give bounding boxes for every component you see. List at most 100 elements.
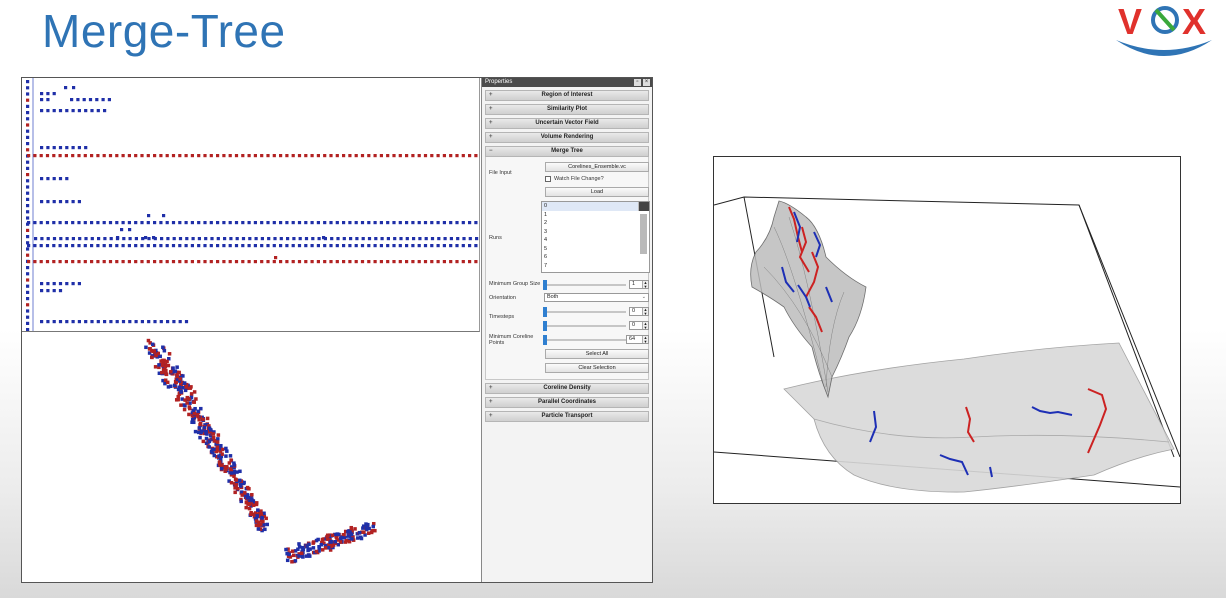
tree-node[interactable] <box>141 237 145 241</box>
scatter-point[interactable] <box>285 558 290 563</box>
scatter-point[interactable] <box>191 408 195 413</box>
scatter-point[interactable] <box>191 416 196 420</box>
tree-node[interactable] <box>128 237 132 241</box>
scatter-point[interactable] <box>326 533 330 538</box>
scatter-point[interactable] <box>202 425 207 430</box>
scatter-point[interactable] <box>293 549 298 553</box>
tree-node[interactable] <box>26 222 30 226</box>
tree-node[interactable] <box>46 237 50 241</box>
scatter-point[interactable] <box>188 406 192 411</box>
scatter-point[interactable] <box>371 524 375 529</box>
spin-arrows-icon[interactable]: ▲ ▼ <box>642 307 648 316</box>
scatter-point[interactable] <box>239 499 243 504</box>
tree-node[interactable] <box>71 244 75 248</box>
scatter-point[interactable] <box>369 530 374 535</box>
scroll-down-icon[interactable] <box>639 202 649 211</box>
scatter-point[interactable] <box>348 530 352 534</box>
tree-node[interactable] <box>455 221 459 225</box>
tree-node[interactable] <box>197 154 201 158</box>
tree-node[interactable] <box>26 92 30 96</box>
tree-node[interactable] <box>329 154 333 158</box>
scatter-point[interactable] <box>256 508 260 512</box>
scatter-point[interactable] <box>212 439 217 443</box>
tree-node[interactable] <box>134 244 138 248</box>
scatter-point[interactable] <box>201 417 205 422</box>
scatter-point[interactable] <box>173 369 178 373</box>
tree-node[interactable] <box>228 244 232 248</box>
scatter-point[interactable] <box>175 370 180 375</box>
scatter-point[interactable] <box>144 345 148 350</box>
tree-node[interactable] <box>121 244 125 248</box>
scatter-point[interactable] <box>297 545 302 549</box>
tree-node[interactable] <box>103 320 107 324</box>
tree-node[interactable] <box>77 146 81 150</box>
tree-node[interactable] <box>380 237 384 241</box>
tree-node[interactable] <box>128 228 132 232</box>
tree-node[interactable] <box>26 160 30 164</box>
tree-node[interactable] <box>52 92 56 96</box>
tree-node[interactable] <box>58 221 62 225</box>
tree-node[interactable] <box>115 244 119 248</box>
tree-node[interactable] <box>398 154 402 158</box>
tree-node[interactable] <box>424 237 428 241</box>
tree-node[interactable] <box>209 244 213 248</box>
scatter-point[interactable] <box>166 363 171 368</box>
tree-node[interactable] <box>273 237 277 241</box>
tree-node[interactable] <box>52 200 56 204</box>
scatter-point[interactable] <box>207 439 212 444</box>
tree-node[interactable] <box>77 244 81 248</box>
tree-node[interactable] <box>386 154 390 158</box>
tree-node[interactable] <box>304 244 308 248</box>
tree-node[interactable] <box>159 154 163 158</box>
runs-list[interactable]: 0 1 2 3 4 5 6 7 <box>541 201 650 273</box>
scatter-point[interactable] <box>343 529 348 534</box>
scatter-point[interactable] <box>211 432 216 436</box>
tree-node[interactable] <box>373 244 377 248</box>
tree-node[interactable] <box>316 244 320 248</box>
scatter-point[interactable] <box>163 362 168 366</box>
section-uncertain-vector-field[interactable]: + Uncertain Vector Field <box>485 118 649 129</box>
tree-node[interactable] <box>367 221 371 225</box>
tree-node[interactable] <box>72 86 76 90</box>
tree-node[interactable] <box>461 154 465 158</box>
scatter-point[interactable] <box>322 541 326 546</box>
tree-node[interactable] <box>405 154 409 158</box>
scatter-point[interactable] <box>182 407 187 412</box>
tree-node[interactable] <box>26 135 30 139</box>
tree-node[interactable] <box>197 237 201 241</box>
tree-node[interactable] <box>120 228 124 232</box>
tree-node[interactable] <box>234 154 239 158</box>
tree-node[interactable] <box>297 154 302 158</box>
scatter-point[interactable] <box>259 512 264 516</box>
tree-node[interactable] <box>222 244 226 248</box>
scatter-point[interactable] <box>254 502 259 507</box>
tree-node[interactable] <box>329 221 333 225</box>
tree-node[interactable] <box>336 237 340 241</box>
scatter-point[interactable] <box>229 469 234 473</box>
list-item[interactable]: 6 <box>544 254 548 260</box>
tree-node[interactable] <box>405 260 409 264</box>
tree-node[interactable] <box>102 221 106 225</box>
tree-node[interactable] <box>291 244 295 248</box>
scatter-point[interactable] <box>177 392 182 396</box>
tree-node[interactable] <box>165 154 169 158</box>
scatter-point[interactable] <box>161 345 165 349</box>
scatter-point[interactable] <box>182 381 187 385</box>
scatter-point[interactable] <box>323 546 328 550</box>
tree-node[interactable] <box>184 221 188 225</box>
tree-node[interactable] <box>27 244 31 248</box>
scatter-point[interactable] <box>335 536 339 540</box>
tree-node[interactable] <box>203 154 207 158</box>
tree-node[interactable] <box>247 154 251 158</box>
tree-node[interactable] <box>46 282 50 286</box>
tree-node[interactable] <box>304 260 308 264</box>
scatter-point[interactable] <box>326 546 331 550</box>
scatter-point[interactable] <box>196 409 200 414</box>
min-coreline-points-slider[interactable] <box>543 335 626 345</box>
scatter-point[interactable] <box>307 542 311 547</box>
tree-node[interactable] <box>399 237 403 241</box>
tree-node[interactable] <box>330 237 334 241</box>
tree-node[interactable] <box>266 221 270 225</box>
tree-node[interactable] <box>65 200 69 204</box>
tree-node[interactable] <box>26 284 30 288</box>
